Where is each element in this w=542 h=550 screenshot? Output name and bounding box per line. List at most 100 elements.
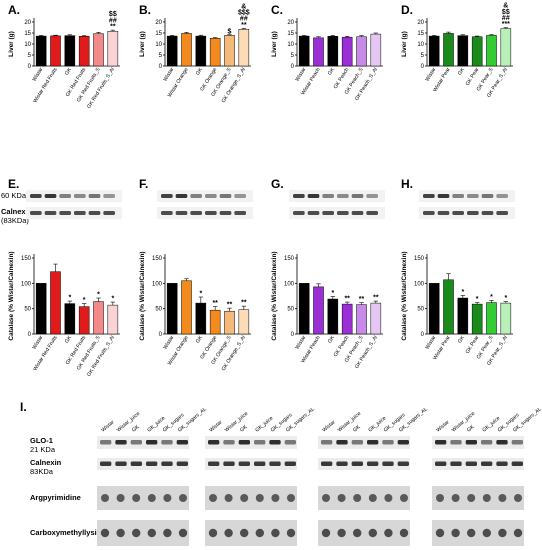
lane-label: Wistar: [100, 419, 115, 433]
bar: [500, 302, 512, 335]
bar: [486, 302, 497, 335]
category-label: GK: [64, 334, 73, 344]
bar: [107, 30, 119, 67]
y-tick-label: 100: [414, 281, 425, 287]
y-axis-label: Liver (g): [8, 31, 15, 57]
y-tick-label: 150: [414, 256, 425, 262]
blot-band: [481, 461, 493, 466]
blot-dot: [147, 494, 156, 502]
panel-letter: F.: [139, 177, 148, 191]
bar: [500, 28, 512, 67]
blot-band: [208, 440, 220, 445]
blot-band: [467, 211, 479, 215]
category-label: GK: [457, 66, 466, 76]
blot-band: [367, 461, 379, 466]
blot-dot: [178, 528, 188, 538]
blot-band: [437, 211, 450, 215]
lane-label: GK: [352, 424, 362, 434]
category-label: Wistar: [31, 67, 44, 83]
blot-band: [130, 440, 142, 445]
blot-band: [205, 194, 217, 198]
panel-letter: H.: [401, 177, 413, 191]
blot-dot: [436, 494, 444, 502]
y-tick-label: 100: [284, 281, 295, 287]
blot-dot: [100, 528, 110, 538]
bar: [471, 303, 483, 335]
bar: [313, 37, 324, 67]
bar: [64, 303, 76, 335]
blot-band: [322, 194, 334, 198]
bar: [64, 35, 76, 67]
blot-strip: [205, 458, 297, 470]
lane-label: GK: [239, 424, 249, 434]
lane-label: GK: [466, 424, 476, 434]
y-tick-label: 20: [24, 20, 31, 26]
y-tick-label: 0: [291, 332, 295, 338]
bar: [370, 302, 382, 335]
blot-dot: [337, 494, 346, 502]
significance-label: *: [476, 296, 479, 303]
category-label: Wistar: [294, 335, 307, 351]
blot-band: [161, 194, 173, 198]
dot-blot: [97, 520, 189, 546]
significance-label: ##: [240, 16, 248, 23]
blot-dot: [224, 528, 233, 538]
panel-letter: G.: [271, 177, 284, 191]
blot-band: [351, 211, 364, 215]
y-axis-label: Catalase (% Wistar/Calnexin): [8, 251, 15, 340]
chart-h: H. Catalase (% Wistar/Calnexin) 0 50 100 150 W…: [401, 177, 515, 367]
blot-band: [397, 440, 409, 445]
bar: [78, 306, 90, 335]
blot-dot: [467, 494, 476, 502]
significance-label: &: [241, 3, 246, 10]
y-tick-label: 150: [152, 256, 163, 262]
blot-dot: [400, 494, 408, 502]
y-tick-label: 100: [152, 281, 163, 287]
bar: [327, 298, 339, 335]
significance-label: **: [227, 302, 233, 309]
y-tick-label: 5: [291, 53, 295, 59]
lane-label: Wistar: [435, 419, 450, 433]
blot-band: [450, 440, 462, 445]
blot-band: [321, 461, 333, 466]
catalase-blot: [157, 190, 253, 219]
y-tick-label: 10: [417, 42, 424, 48]
blot-band: [337, 194, 349, 198]
blot-band: [465, 461, 477, 466]
blot-band: [146, 440, 158, 445]
y-tick-label: 0: [159, 332, 163, 338]
category-label: GK: [195, 334, 204, 344]
bar: [341, 303, 353, 335]
bar: [209, 38, 221, 67]
blot-dot: [368, 528, 377, 538]
blot-band: [161, 461, 173, 466]
significance-label: $$: [502, 9, 510, 16]
blot-band: [254, 461, 266, 466]
y-axis-label: Catalase (% Wistar/Calnexin): [139, 251, 146, 340]
y-tick-label: 5: [421, 53, 425, 59]
blot-strip: [97, 436, 189, 449]
significance-label: *: [504, 295, 507, 302]
y-tick-label: 15: [287, 31, 294, 37]
catalase-blot: [289, 190, 385, 219]
bar: [238, 309, 250, 335]
blot-band: [176, 461, 188, 466]
blot-band: [465, 440, 477, 445]
blot-dot: [321, 528, 331, 538]
bar: [166, 35, 178, 67]
blot-band: [88, 211, 101, 215]
bar: [209, 309, 221, 335]
blot-strip: [432, 436, 524, 449]
blot-band: [284, 440, 296, 445]
significance-label: *: [111, 296, 114, 303]
y-tick-label: 15: [155, 31, 162, 37]
bar: [428, 283, 440, 335]
category-label: Wistar: [424, 335, 437, 351]
blot-band: [74, 211, 86, 215]
panel-letter: A.: [8, 3, 20, 17]
significance-label: &: [503, 3, 508, 10]
y-tick-label: 5: [28, 53, 32, 59]
